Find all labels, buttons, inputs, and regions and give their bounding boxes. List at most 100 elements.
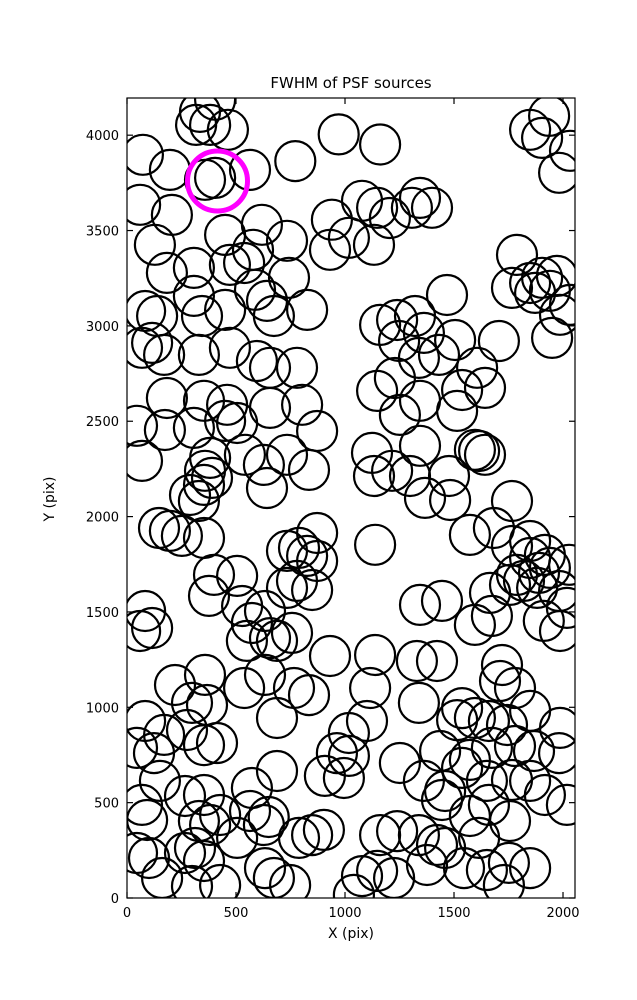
psf-sources-marker: [480, 643, 524, 687]
psf-sources-marker: [515, 566, 559, 610]
x-tick-label: 2000: [546, 906, 579, 921]
y-tick-label: 500: [94, 797, 119, 812]
psf-sources-marker: [317, 113, 360, 156]
psf-sources-marker: [352, 454, 396, 498]
psf-sources-marker: [127, 404, 159, 447]
psf-sources-marker: [453, 428, 496, 471]
psf-sources-marker: [545, 586, 575, 629]
psf-sources-marker: [420, 579, 464, 623]
psf-sources-marker: [235, 339, 278, 383]
psf-sources-marker: [332, 873, 375, 898]
psf-sources-marker: [398, 424, 442, 467]
psf-sources-marker: [340, 179, 384, 222]
psf-sources-marker: [538, 609, 575, 653]
y-tick-label: 0: [111, 892, 119, 907]
psf-sources-marker: [493, 666, 537, 710]
psf-sources-marker: [145, 251, 188, 294]
psf-sources-marker: [172, 246, 215, 289]
y-tick-label: 2000: [86, 511, 119, 526]
psf-sources-marker: [127, 439, 164, 482]
psf-sources-marker: [248, 616, 292, 660]
psf-sources-marker: [397, 681, 440, 725]
psf-sources-marker: [463, 366, 507, 409]
psf-sources-marker: [204, 399, 247, 442]
psf-sources-marker: [182, 516, 226, 560]
y-tick-label: 3500: [86, 225, 119, 240]
psf-sources-marker: [352, 223, 396, 266]
psf-sources-marker: [487, 841, 530, 885]
psf-sources-marker: [427, 454, 471, 498]
psf-sources-marker: [286, 534, 329, 578]
psf-sources-marker: [453, 603, 496, 647]
psf-sources-marker: [528, 98, 571, 137]
psf-sources-marker: [208, 326, 251, 369]
psf-sources-marker: [195, 721, 239, 765]
psf-sources-marker: [143, 408, 186, 452]
psf-sources-marker: [172, 406, 215, 449]
psf-sources-marker: [436, 698, 479, 742]
psf-sources-marker: [223, 666, 266, 710]
psf-sources-marker: [131, 321, 174, 364]
psf-sources-marker: [403, 476, 447, 519]
psf-sources-marker: [488, 563, 532, 607]
psf-sources-marker: [322, 756, 365, 800]
y-tick-label: 1500: [86, 606, 119, 621]
psf-sources-marker: [265, 566, 309, 610]
psf-sources-marker: [133, 223, 176, 266]
psf-sources-marker: [520, 116, 564, 159]
psf-sources-marker: [242, 443, 285, 486]
psf-sources-marker: [132, 731, 176, 775]
psf-sources-marker: [145, 376, 188, 420]
psf-sources-marker: [182, 839, 226, 883]
psf-sources-marker: [199, 863, 242, 898]
psf-sources-marker: [245, 466, 289, 510]
psf-sources-marker: [490, 266, 534, 309]
psf-sources-marker: [429, 478, 472, 522]
psf-sources-marker: [177, 479, 220, 523]
psf-sources-marker: [488, 799, 532, 843]
psf-sources-marker: [410, 186, 454, 229]
psf-sources-marker: [448, 738, 491, 782]
psf-sources-marker: [177, 333, 220, 376]
psf-sources-marker: [153, 663, 197, 707]
psf-sources-marker: [275, 346, 319, 389]
psf-sources-marker: [281, 383, 324, 426]
psf-sources-marker: [349, 666, 392, 710]
psf-sources-marker: [495, 233, 539, 276]
psf-sources-marker: [512, 729, 556, 773]
psf-sources-marker: [204, 288, 247, 331]
psf-sources-marker: [508, 689, 552, 733]
y-tick-label: 2500: [86, 415, 119, 430]
psf-sources-marker: [463, 433, 507, 476]
psf-sources-marker: [442, 846, 486, 890]
psf-sources-marker: [127, 783, 164, 826]
psf-sources-marker: [302, 808, 345, 852]
psf-sources-marker: [398, 583, 442, 627]
psf-sources-marker: [434, 318, 477, 362]
psf-sources-marker: [182, 463, 226, 506]
x-tick-label: 1500: [437, 906, 470, 921]
psf-sources-marker: [548, 283, 575, 326]
psf-sources-marker: [465, 848, 508, 892]
psf-sources-marker: [269, 863, 312, 898]
psf-sources-marker: [395, 639, 438, 683]
psf-sources-marker: [419, 729, 462, 773]
psf-sources-marker: [373, 856, 416, 898]
psf-sources-marker: [252, 856, 295, 898]
psf-sources-marker: [267, 256, 311, 299]
psf-sources-marker: [252, 294, 295, 338]
x-axis-label: X (pix): [327, 926, 375, 942]
psf-sources-marker: [465, 759, 508, 803]
psf-sources-marker: [127, 326, 164, 369]
psf-sources-marker: [420, 778, 464, 822]
psf-sources-marker: [194, 156, 237, 199]
psf-sources-marker: [243, 653, 287, 697]
psf-sources-marker: [127, 609, 162, 653]
psf-sources-marker: [441, 368, 484, 412]
psf-sources-marker: [359, 813, 402, 857]
psf-sources-marker: [127, 726, 159, 769]
psf-sources-marker: [265, 529, 309, 573]
psf-sources-marker: [192, 553, 236, 597]
psf-sources-marker: [548, 129, 575, 172]
psf-sources-marker: [138, 759, 181, 803]
